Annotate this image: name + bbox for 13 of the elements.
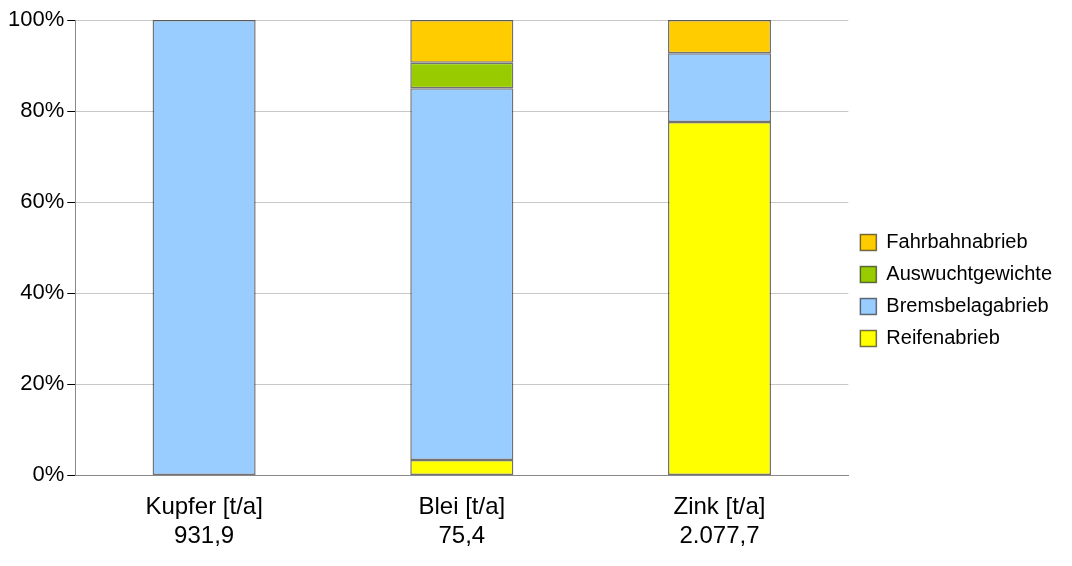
x-tick-label: Blei [t/a] 75,4 (418, 492, 506, 549)
legend-label: Bremsbelagabrieb (886, 294, 1049, 317)
x-tick-label: Zink [t/a] 2.077,7 (673, 492, 766, 549)
legend-label: Reifenabrieb (886, 326, 1000, 349)
y-tick-label: 0% (32, 461, 65, 487)
y-tick-label: 80% (20, 97, 65, 123)
x-tick-label: Kupfer [t/a] 931,9 (145, 492, 263, 549)
legend-label: Auswuchtgewichte (886, 262, 1053, 285)
y-tick-label: 100% (7, 6, 65, 32)
y-tick-label: 20% (20, 370, 65, 396)
legend-label: Fahrbahnabrieb (886, 230, 1028, 253)
y-tick-label: 40% (20, 279, 65, 305)
y-tick-label: 60% (20, 188, 65, 214)
